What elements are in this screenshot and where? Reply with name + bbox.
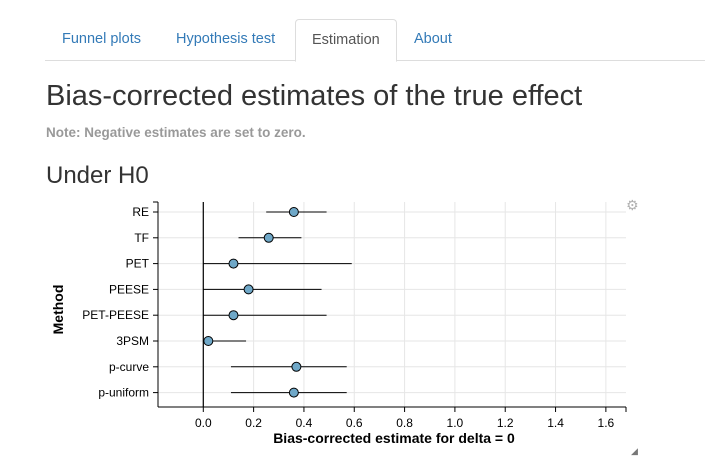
gear-icon[interactable]: ⚙ bbox=[626, 197, 639, 213]
tab-about[interactable]: About bbox=[414, 31, 452, 47]
y-tick-label: TF bbox=[134, 231, 149, 245]
page-title: Bias-corrected estimates of the true eff… bbox=[46, 80, 583, 112]
y-tick-label: 3PSM bbox=[116, 334, 149, 348]
x-tick-label: 0.2 bbox=[245, 416, 262, 430]
x-tick-label: 0.0 bbox=[195, 416, 212, 430]
estimate-point bbox=[203, 336, 214, 346]
estimate-point bbox=[228, 310, 239, 321]
tab-hypothesis-test[interactable]: Hypothesis test bbox=[176, 31, 276, 47]
resize-handle-icon[interactable]: ◢ bbox=[631, 446, 638, 456]
x-tick-label: 0.8 bbox=[396, 416, 413, 430]
y-tick-label: PET bbox=[126, 257, 150, 271]
y-axis-label: Method bbox=[50, 285, 66, 335]
y-tick-label: PEESE bbox=[109, 282, 149, 296]
x-tick-label: 0.6 bbox=[346, 416, 363, 430]
x-tick-label: 1.6 bbox=[598, 416, 615, 430]
x-tick-label: 1.0 bbox=[447, 416, 464, 430]
y-tick-label: p-curve bbox=[109, 360, 149, 374]
estimate-point bbox=[288, 207, 299, 217]
y-tick-label: PET-PEESE bbox=[82, 308, 149, 322]
note-text: Note: Negative estimates are set to zero… bbox=[46, 125, 306, 140]
y-tick-label: RE bbox=[132, 205, 149, 219]
tab-estimation[interactable]: Estimation bbox=[295, 19, 397, 62]
y-tick-label: p-uniform bbox=[98, 386, 149, 400]
forest-plot: 0.0 0.2 0.4 0.6 0.8 1.0 1.2 1.4 1.6 RE TF PET PEESE P… bbox=[50, 201, 627, 446]
section-title: Under H0 bbox=[46, 162, 149, 189]
estimate-point bbox=[291, 361, 302, 372]
x-tick-label: 1.4 bbox=[547, 416, 564, 430]
x-tick-label: 0.4 bbox=[296, 416, 313, 430]
tab-funnel-plots[interactable]: Funnel plots bbox=[62, 31, 141, 47]
estimate-point bbox=[288, 387, 299, 398]
x-tick-label: 1.2 bbox=[497, 416, 514, 430]
estimate-point bbox=[243, 284, 254, 295]
x-axis-label: Bias-corrected estimate for delta = 0 bbox=[273, 430, 515, 446]
tab-bar: Funnel plots Hypothesis test Estimation … bbox=[45, 19, 705, 62]
estimate-point bbox=[263, 232, 274, 243]
estimate-point bbox=[228, 258, 239, 269]
